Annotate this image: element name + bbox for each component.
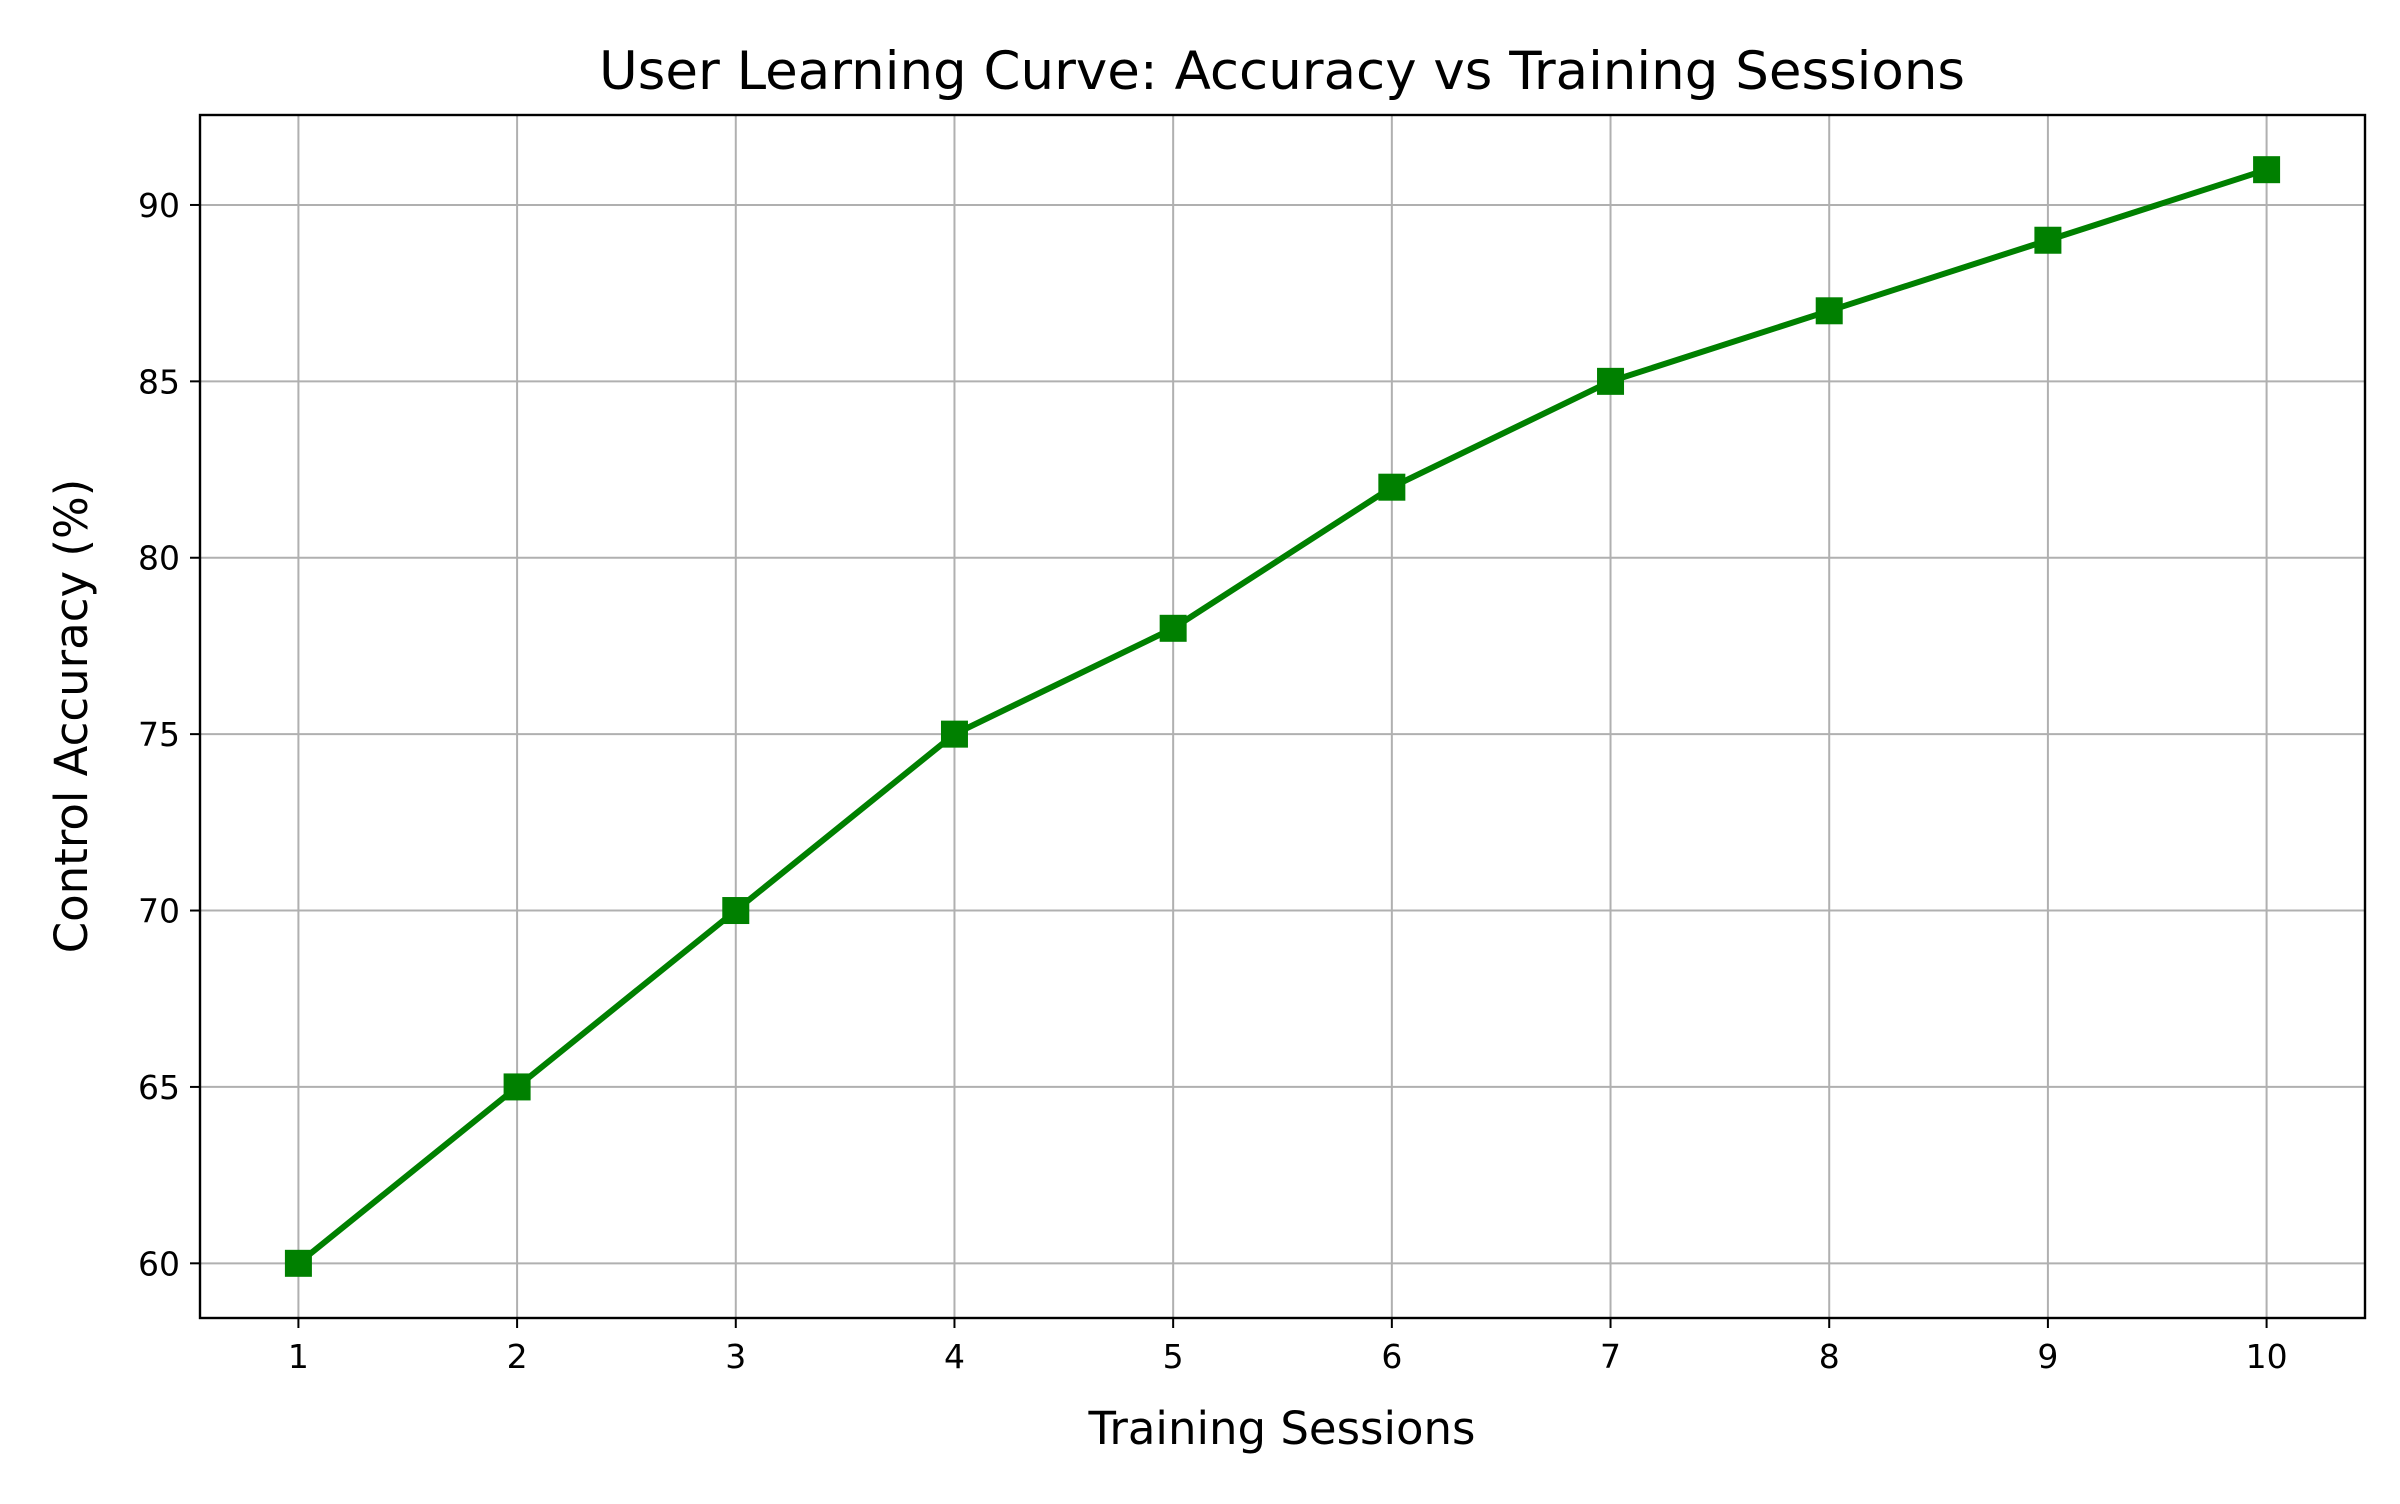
x-tick-label: 8 (1819, 1337, 1840, 1376)
y-axis-label: Control Accuracy (%) (45, 479, 98, 954)
data-point-marker (1597, 367, 1625, 395)
x-axis-label: Training Sessions (1087, 1402, 1475, 1455)
x-tick-label: 10 (2246, 1337, 2288, 1376)
y-tick-label: 70 (138, 892, 180, 931)
data-point-marker (2034, 226, 2062, 254)
x-tick-label: 9 (2037, 1337, 2058, 1376)
data-point-marker (940, 720, 968, 748)
series-lines (296, 166, 2268, 1266)
data-point-marker (503, 1073, 531, 1101)
axis-ticks: 1 2 3 4 5 6 7 8 9 10 60 65 70 75 80 85 90 (138, 186, 2288, 1376)
x-tick-label: 6 (1381, 1337, 1402, 1376)
data-point-marker (1159, 614, 1187, 642)
y-tick-label: 65 (138, 1068, 180, 1107)
x-tick-label: 7 (1600, 1337, 1621, 1376)
y-tick-label: 75 (138, 715, 180, 754)
x-tick-label: 4 (944, 1337, 965, 1376)
series-line (296, 166, 2268, 1266)
data-point-marker (722, 897, 750, 925)
x-tick-label: 5 (1163, 1337, 1184, 1376)
data-point-marker (1378, 473, 1406, 501)
series-markers (284, 156, 2281, 1277)
y-tick-label: 90 (138, 186, 180, 225)
data-point-marker (2253, 156, 2281, 184)
y-tick-label: 80 (138, 539, 180, 578)
x-tick-label: 2 (507, 1337, 528, 1376)
x-tick-label: 3 (725, 1337, 746, 1376)
y-tick-label: 60 (138, 1244, 180, 1283)
x-tick-label: 1 (288, 1337, 309, 1376)
plot-area-frame (198, 113, 2367, 1320)
data-point-marker (284, 1249, 312, 1277)
data-point-marker (1815, 297, 1843, 325)
grid-lines (200, 115, 2365, 1318)
y-tick-label: 85 (138, 362, 180, 401)
chart-title: User Learning Curve: Accuracy vs Trainin… (599, 41, 1965, 102)
